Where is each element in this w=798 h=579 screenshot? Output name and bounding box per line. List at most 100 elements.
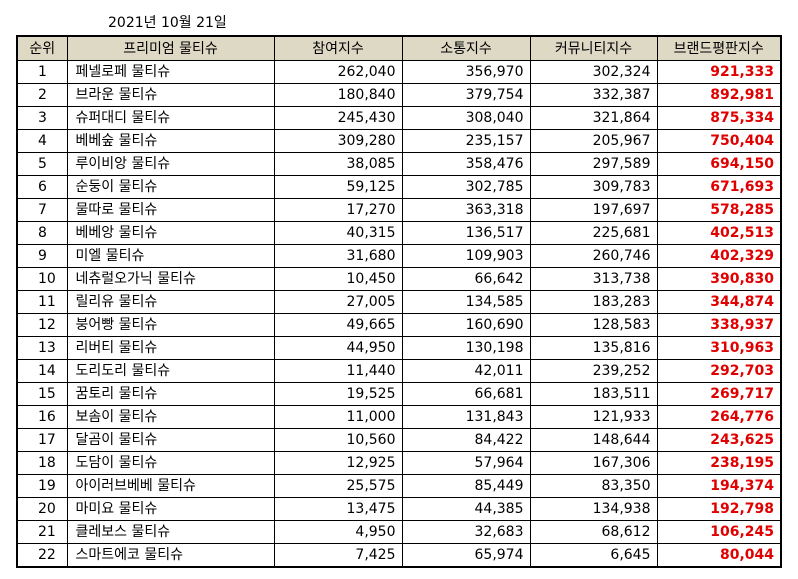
table-row: 19 아이러브베베 물티슈 25,575 85,449 83,350 194,374 (16, 474, 782, 498)
cell-communication-index: 42,011 (401, 359, 531, 383)
cell-communication-index: 308,040 (401, 106, 531, 130)
cell-communication-index: 85,449 (401, 474, 531, 498)
cell-brand-reputation-index: 238,195 (656, 451, 782, 475)
cell-rank: 1 (16, 60, 68, 84)
cell-brand-reputation-index: 243,625 (656, 428, 782, 452)
cell-brand-name: 루이비앙 물티슈 (66, 152, 275, 176)
cell-community-index: 197,697 (529, 198, 658, 222)
cell-community-index: 309,783 (529, 175, 658, 199)
cell-community-index: 134,938 (529, 497, 658, 521)
cell-rank: 22 (16, 543, 68, 568)
cell-community-index: 332,387 (529, 83, 658, 107)
report-date: 2021년 10월 21일 (108, 15, 227, 31)
cell-brand-name: 아이러브베베 물티슈 (66, 474, 275, 498)
cell-brand-name: 리버티 물티슈 (66, 336, 275, 360)
cell-brand-name: 물따로 물티슈 (66, 198, 275, 222)
cell-participation-index: 4,950 (273, 520, 403, 544)
cell-brand-reputation-index: 390,830 (656, 267, 782, 291)
cell-brand-name: 도담이 물티슈 (66, 451, 275, 475)
cell-community-index: 128,583 (529, 313, 658, 337)
cell-brand-reputation-index: 106,245 (656, 520, 782, 544)
cell-brand-reputation-index: 310,963 (656, 336, 782, 360)
cell-rank: 11 (16, 290, 68, 314)
cell-community-index: 135,816 (529, 336, 658, 360)
cell-communication-index: 66,681 (401, 382, 531, 406)
cell-rank: 6 (16, 175, 68, 199)
cell-communication-index: 160,690 (401, 313, 531, 337)
cell-participation-index: 17,270 (273, 198, 403, 222)
table-row: 15 꿈토리 물티슈 19,525 66,681 183,511 269,717 (16, 382, 782, 406)
cell-brand-reputation-index: 264,776 (656, 405, 782, 429)
cell-rank: 9 (16, 244, 68, 268)
cell-brand-reputation-index: 269,717 (656, 382, 782, 406)
cell-brand-reputation-index: 402,329 (656, 244, 782, 268)
cell-brand-reputation-index: 192,798 (656, 497, 782, 521)
cell-communication-index: 363,318 (401, 198, 531, 222)
table-row: 8 베베앙 물티슈 40,315 136,517 225,681 402,513 (16, 221, 782, 245)
cell-participation-index: 12,925 (273, 451, 403, 475)
cell-communication-index: 130,198 (401, 336, 531, 360)
header-row: 순위 프리미엄 물티슈 참여지수 소통지수 커뮤니티지수 브랜드평판지수 (16, 35, 782, 61)
cell-participation-index: 38,085 (273, 152, 403, 176)
cell-communication-index: 379,754 (401, 83, 531, 107)
table-row: 20 마미요 물티슈 13,475 44,385 134,938 192,798 (16, 497, 782, 521)
cell-rank: 8 (16, 221, 68, 245)
table-row: 2 브라운 물티슈 180,840 379,754 332,387 892,981 (16, 83, 782, 107)
cell-brand-name: 미엘 물티슈 (66, 244, 275, 268)
cell-community-index: 239,252 (529, 359, 658, 383)
cell-rank: 17 (16, 428, 68, 452)
table-row: 22 스마트에코 물티슈 7,425 65,974 6,645 80,044 (16, 543, 782, 568)
cell-participation-index: 59,125 (273, 175, 403, 199)
cell-brand-reputation-index: 194,374 (656, 474, 782, 498)
cell-rank: 19 (16, 474, 68, 498)
cell-communication-index: 57,964 (401, 451, 531, 475)
table-row: 14 도리도리 물티슈 11,440 42,011 239,252 292,703 (16, 359, 782, 383)
cell-participation-index: 31,680 (273, 244, 403, 268)
cell-participation-index: 10,450 (273, 267, 403, 291)
cell-communication-index: 235,157 (401, 129, 531, 153)
cell-community-index: 302,324 (529, 60, 658, 84)
cell-brand-name: 마미요 물티슈 (66, 497, 275, 521)
cell-participation-index: 7,425 (273, 543, 403, 568)
cell-brand-reputation-index: 402,513 (656, 221, 782, 245)
cell-brand-name: 릴리유 물티슈 (66, 290, 275, 314)
cell-community-index: 148,644 (529, 428, 658, 452)
table-row: 11 릴리유 물티슈 27,005 134,585 183,283 344,874 (16, 290, 782, 314)
cell-brand-name: 베베숲 물티슈 (66, 129, 275, 153)
cell-community-index: 225,681 (529, 221, 658, 245)
cell-rank: 5 (16, 152, 68, 176)
cell-participation-index: 11,440 (273, 359, 403, 383)
cell-rank: 12 (16, 313, 68, 337)
cell-communication-index: 131,843 (401, 405, 531, 429)
cell-brand-reputation-index: 875,334 (656, 106, 782, 130)
cell-communication-index: 136,517 (401, 221, 531, 245)
cell-participation-index: 262,040 (273, 60, 403, 84)
cell-rank: 3 (16, 106, 68, 130)
cell-community-index: 183,511 (529, 382, 658, 406)
cell-brand-reputation-index: 750,404 (656, 129, 782, 153)
cell-participation-index: 27,005 (273, 290, 403, 314)
table-row: 1 페넬로페 물티슈 262,040 356,970 302,324 921,333 (16, 60, 782, 84)
cell-brand-name: 꿈토리 물티슈 (66, 382, 275, 406)
cell-participation-index: 309,280 (273, 129, 403, 153)
cell-brand-name: 보솜이 물티슈 (66, 405, 275, 429)
cell-rank: 2 (16, 83, 68, 107)
cell-community-index: 297,589 (529, 152, 658, 176)
cell-community-index: 83,350 (529, 474, 658, 498)
table-row: 13 리버티 물티슈 44,950 130,198 135,816 310,963 (16, 336, 782, 360)
table-row: 12 붕어빵 물티슈 49,665 160,690 128,583 338,937 (16, 313, 782, 337)
cell-community-index: 121,933 (529, 405, 658, 429)
table-row: 16 보솜이 물티슈 11,000 131,843 121,933 264,776 (16, 405, 782, 429)
cell-brand-reputation-index: 578,285 (656, 198, 782, 222)
cell-brand-reputation-index: 921,333 (656, 60, 782, 84)
cell-community-index: 321,864 (529, 106, 658, 130)
cell-brand-name: 순둥이 물티슈 (66, 175, 275, 199)
cell-community-index: 313,738 (529, 267, 658, 291)
table-row: 3 슈퍼대디 물티슈 245,430 308,040 321,864 875,334 (16, 106, 782, 130)
cell-community-index: 260,746 (529, 244, 658, 268)
cell-brand-reputation-index: 292,703 (656, 359, 782, 383)
cell-brand-name: 도리도리 물티슈 (66, 359, 275, 383)
table-row: 9 미엘 물티슈 31,680 109,903 260,746 402,329 (16, 244, 782, 268)
cell-rank: 10 (16, 267, 68, 291)
cell-rank: 18 (16, 451, 68, 475)
